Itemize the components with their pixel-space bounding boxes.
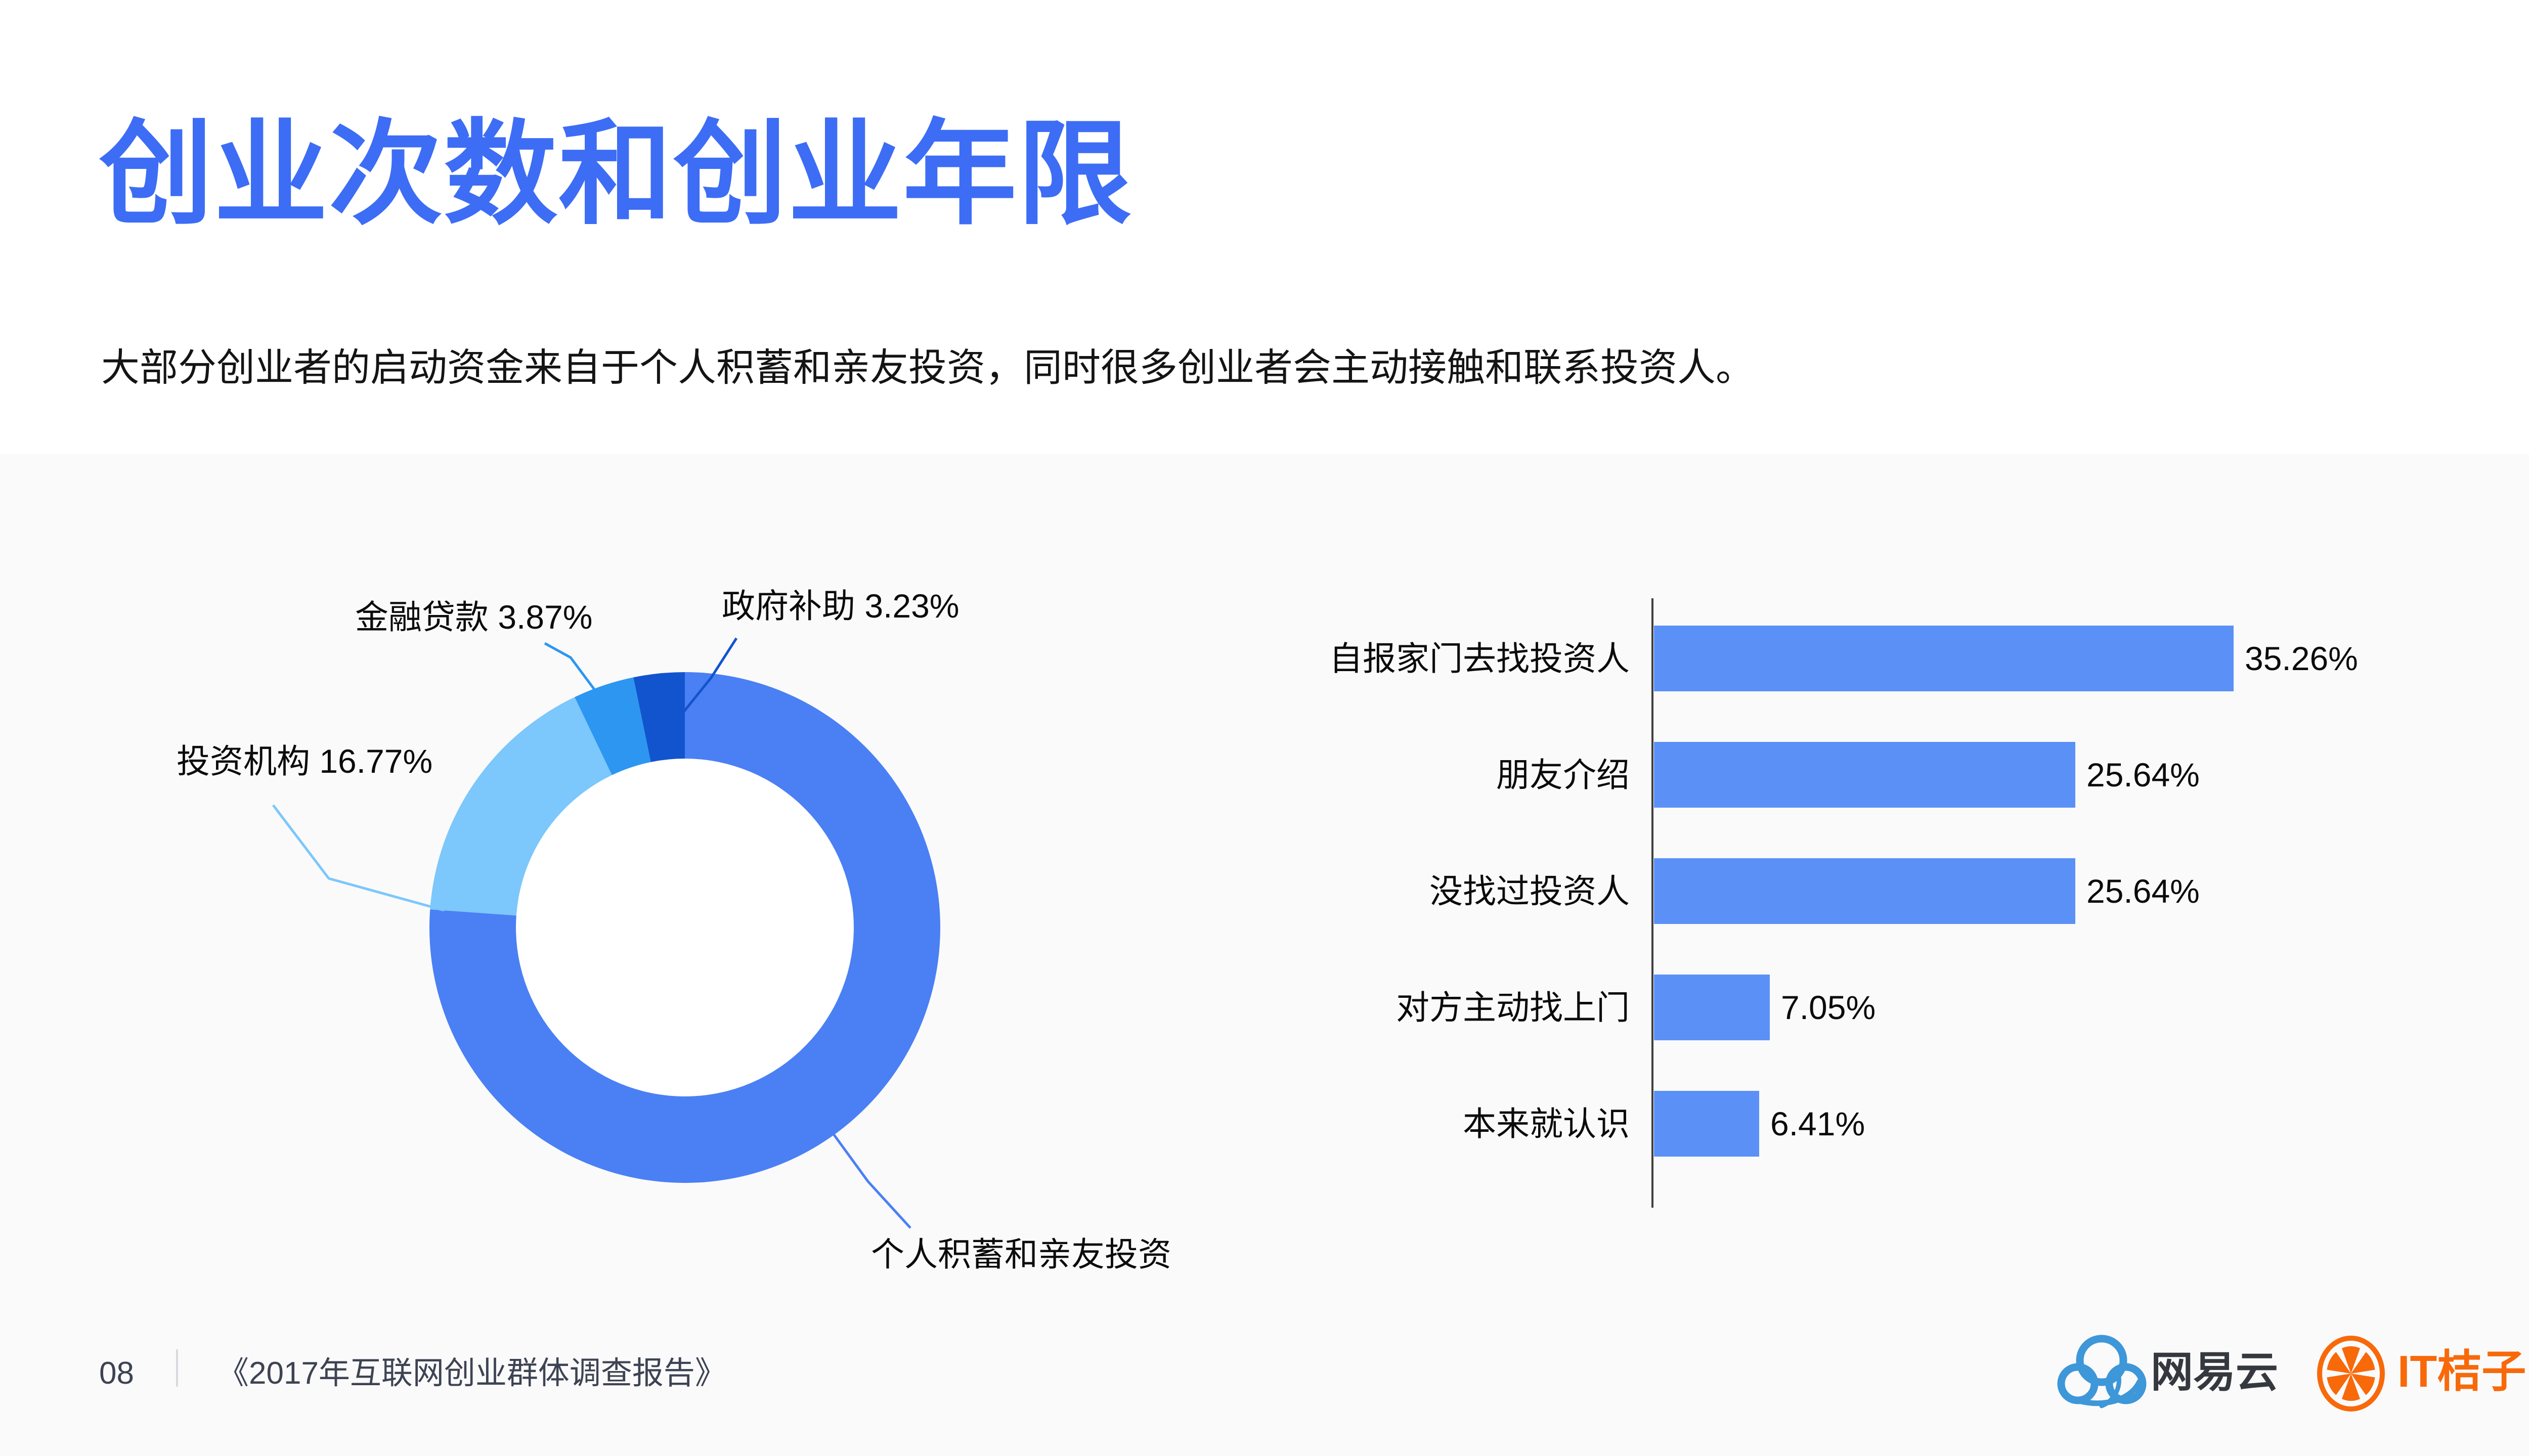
bar-1 (1654, 742, 2075, 808)
donut-slice-1 (430, 697, 612, 916)
donut-slice-label-1: 投资机构 16.77% (177, 742, 433, 780)
chart-section-background (0, 454, 2529, 1456)
bar-value-label-1: 25.64% (2086, 756, 2200, 793)
donut-slice-0 (429, 672, 941, 1183)
bar-category-label-1: 朋友介绍 (1496, 756, 1630, 793)
bar-0 (1654, 626, 2234, 691)
donut-slice-2 (575, 677, 651, 775)
bar-category-label-0: 自报家门去找投资人 (1329, 640, 1630, 677)
bar-2 (1654, 858, 2075, 924)
donut-leader-line-2 (544, 642, 643, 754)
donut-slices (429, 672, 941, 1183)
bar-category-label-2: 没找过投资人 (1429, 872, 1630, 910)
page-subtitle: 大部分创业者的启动资金来自于个人积蓄和亲友投资，同时很多创业者会主动接触和联系投… (101, 346, 1754, 389)
bar-value-label-0: 35.26% (2245, 640, 2358, 677)
donut-leader-lines (272, 637, 911, 1229)
itjuzi-orange-icon (2317, 1336, 2385, 1411)
page-title: 创业次数和创业年限 (99, 110, 1132, 238)
bar-4 (1654, 1091, 1759, 1157)
itjuzi-logo-text: IT桔子 (2397, 1346, 2526, 1396)
netease-cloud-icon (2057, 1335, 2147, 1408)
donut-slice-label-2: 金融贷款 3.87% (355, 598, 593, 636)
donut-slice-label-3: 政府补助 3.23% (722, 587, 960, 625)
bar-value-label-3: 7.05% (1781, 989, 1876, 1026)
donut-slice-3 (633, 672, 685, 762)
footer-source: 《2017年互联网创业群体调查报告》 (217, 1356, 726, 1391)
donut-slice-label-0: 个人积蓄和亲友投资 (871, 1236, 1171, 1273)
donut-leader-line-3 (673, 637, 738, 725)
bar-category-label-3: 对方主动找上门 (1396, 989, 1630, 1026)
donut-hole (516, 759, 854, 1096)
donut-leader-line-0 (823, 1121, 911, 1229)
bar-category-label-4: 本来就认识 (1463, 1105, 1630, 1142)
bar-value-label-2: 25.64% (2086, 872, 2200, 910)
bar-value-label-4: 6.41% (1770, 1105, 1865, 1142)
bar-chart-axis (1651, 598, 1653, 1208)
netease-logo-text: 网易云 (2151, 1348, 2279, 1396)
donut-leader-line-1 (272, 804, 445, 912)
bar-3 (1654, 975, 1770, 1040)
page-number: 08 (99, 1356, 134, 1391)
footer-divider (176, 1349, 178, 1387)
